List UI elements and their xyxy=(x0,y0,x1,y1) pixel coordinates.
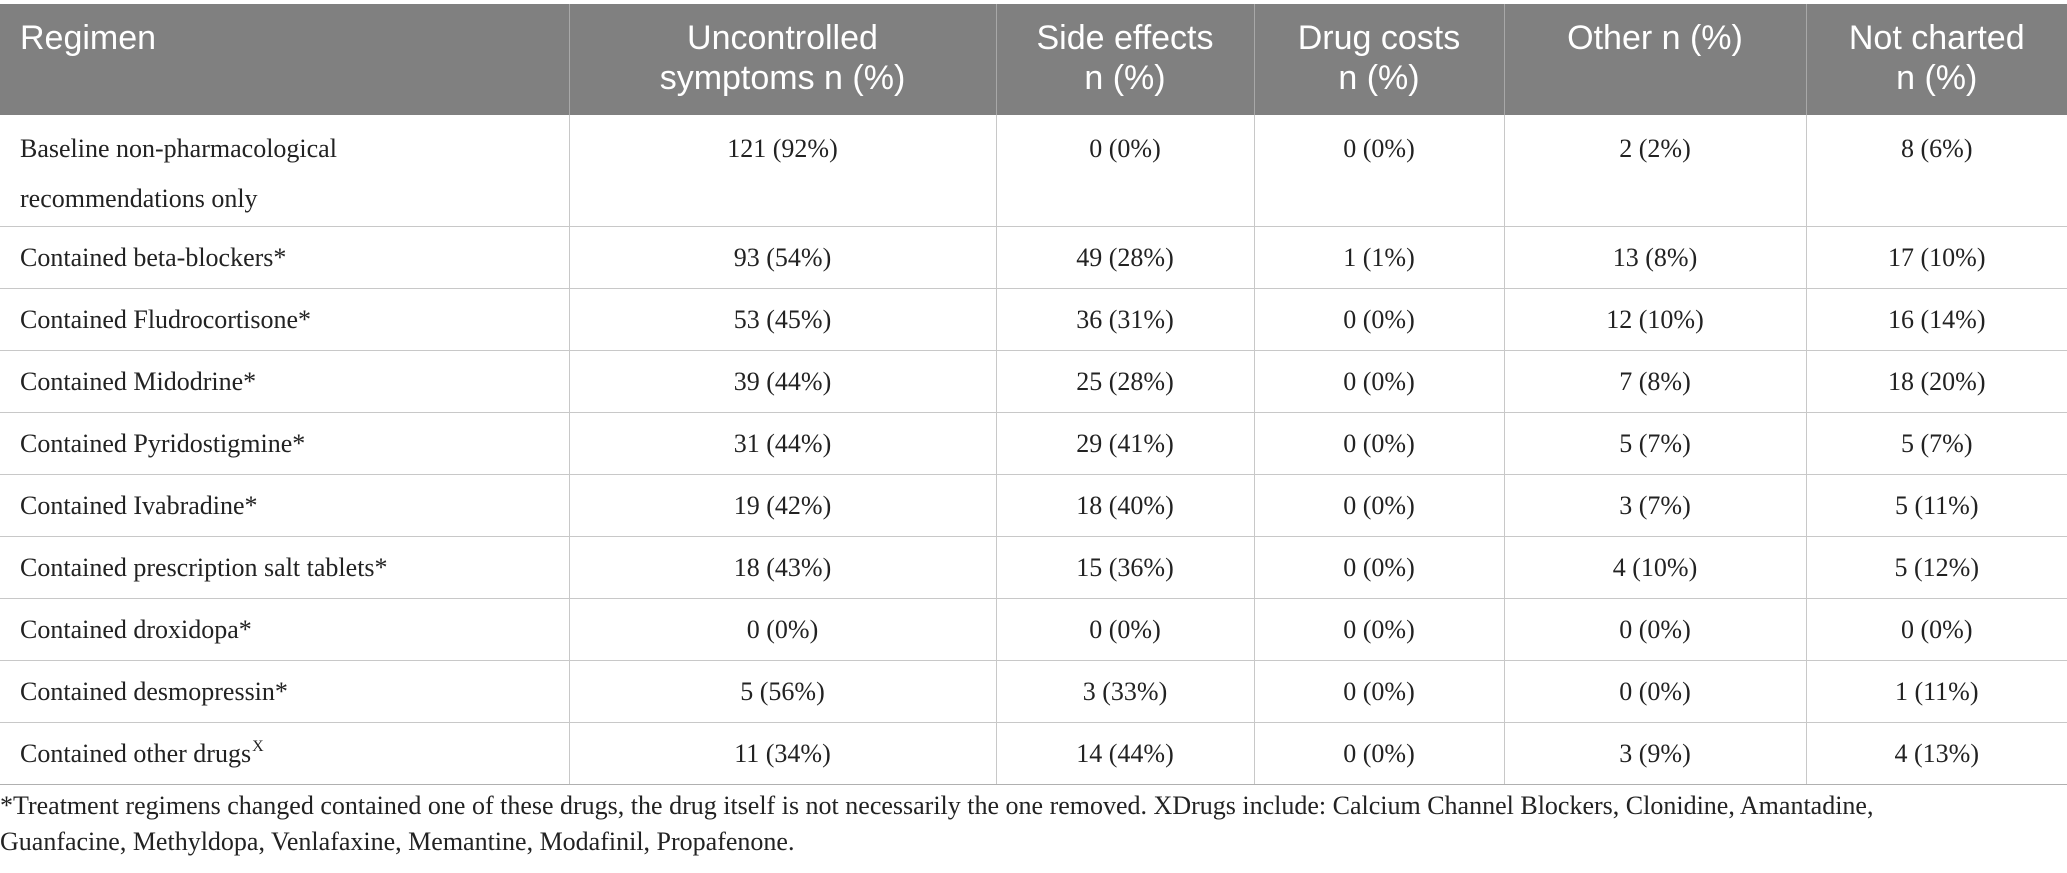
header-side-effects: Side effects n (%) xyxy=(995,4,1254,115)
header-uncontrolled-symptoms: Uncontrolled symptoms n (%) xyxy=(568,4,996,115)
other-cell: 0 (0%) xyxy=(1503,660,1806,723)
regimen-cell: Contained other drugsX xyxy=(0,722,569,785)
regimen-cell: Contained beta-blockers* xyxy=(0,226,569,289)
table-row: Baseline non-pharmacological recommendat… xyxy=(0,115,2067,227)
uncontrolled-cell: 93 (54%) xyxy=(568,226,996,289)
drug-costs-cell: 0 (0%) xyxy=(1253,350,1504,413)
other-cell: 3 (9%) xyxy=(1503,722,1806,785)
side-effects-cell: 3 (33%) xyxy=(995,660,1254,723)
side-effects-cell: 49 (28%) xyxy=(995,226,1254,289)
table-footnote: *Treatment regimens changed contained on… xyxy=(0,788,2040,860)
side-effects-cell: 25 (28%) xyxy=(995,350,1254,413)
regimen-cell: Contained droxidopa* xyxy=(0,598,569,661)
regimen-line: Baseline non-pharmacological xyxy=(20,134,337,163)
table-row: Contained prescription salt tablets* 18 … xyxy=(0,536,2067,599)
header-line: n (%) xyxy=(1084,59,1166,97)
regimen-cell: Contained Ivabradine* xyxy=(0,474,569,537)
table-row: Contained Fludrocortisone* 53 (45%) 36 (… xyxy=(0,288,2067,351)
regimen-line: recommendations only xyxy=(20,184,258,213)
table-body: Baseline non-pharmacological recommendat… xyxy=(0,115,2067,785)
uncontrolled-cell: 0 (0%) xyxy=(568,598,996,661)
uncontrolled-cell: 31 (44%) xyxy=(568,412,996,475)
other-cell: 13 (8%) xyxy=(1503,226,1806,289)
regimen-cell: Baseline non-pharmacological recommendat… xyxy=(0,115,569,227)
side-effects-cell: 0 (0%) xyxy=(995,598,1254,661)
side-effects-cell: 29 (41%) xyxy=(995,412,1254,475)
regimen-cell: Contained Fludrocortisone* xyxy=(0,288,569,351)
drug-costs-cell: 1 (1%) xyxy=(1253,226,1504,289)
header-row: Regimen Uncontrolled symptoms n (%) Side… xyxy=(0,4,2067,115)
other-cell: 2 (2%) xyxy=(1503,115,1806,227)
drug-costs-cell: 0 (0%) xyxy=(1253,412,1504,475)
other-cell: 3 (7%) xyxy=(1503,474,1806,537)
header-not-charted: Not charted n (%) xyxy=(1805,4,2067,115)
side-effects-cell: 36 (31%) xyxy=(995,288,1254,351)
other-cell: 5 (7%) xyxy=(1503,412,1806,475)
footnote-line: Guanfacine, Methyldopa, Venlafaxine, Mem… xyxy=(0,827,795,856)
header-line: n (%) xyxy=(1338,59,1420,97)
not-charted-cell: 4 (13%) xyxy=(1805,722,2067,785)
uncontrolled-cell: 121 (92%) xyxy=(568,115,996,227)
other-cell: 12 (10%) xyxy=(1503,288,1806,351)
regimen-label: Contained other drugs xyxy=(20,738,252,768)
other-cell: 4 (10%) xyxy=(1503,536,1806,599)
side-effects-cell: 14 (44%) xyxy=(995,722,1254,785)
not-charted-cell: 18 (20%) xyxy=(1805,350,2067,413)
uncontrolled-cell: 5 (56%) xyxy=(568,660,996,723)
not-charted-cell: 5 (7%) xyxy=(1805,412,2067,475)
other-cell: 0 (0%) xyxy=(1503,598,1806,661)
header-drug-costs: Drug costs n (%) xyxy=(1253,4,1504,115)
table-row: Contained other drugsX 11 (34%) 14 (44%)… xyxy=(0,722,2067,785)
drug-costs-cell: 0 (0%) xyxy=(1253,598,1504,661)
table-row: Contained Pyridostigmine* 31 (44%) 29 (4… xyxy=(0,412,2067,475)
regimen-cell: Contained Midodrine* xyxy=(0,350,569,413)
not-charted-cell: 8 (6%) xyxy=(1805,115,2067,227)
table-header: Regimen Uncontrolled symptoms n (%) Side… xyxy=(0,4,2067,115)
uncontrolled-cell: 18 (43%) xyxy=(568,536,996,599)
header-regimen: Regimen xyxy=(0,4,569,115)
other-cell: 7 (8%) xyxy=(1503,350,1806,413)
side-effects-cell: 18 (40%) xyxy=(995,474,1254,537)
regimen-cell: Contained desmopressin* xyxy=(0,660,569,723)
regimen-cell: Contained Pyridostigmine* xyxy=(0,412,569,475)
regimen-cell: Contained prescription salt tablets* xyxy=(0,536,569,599)
header-other: Other n (%) xyxy=(1503,4,1806,115)
header-line: Side effects xyxy=(1036,19,1214,57)
table-row: Contained Ivabradine* 19 (42%) 18 (40%) … xyxy=(0,474,2067,537)
drug-costs-cell: 0 (0%) xyxy=(1253,660,1504,723)
table-row: Contained desmopressin* 5 (56%) 3 (33%) … xyxy=(0,660,2067,723)
header-line: Other n (%) xyxy=(1567,19,1743,57)
table-row: Contained droxidopa* 0 (0%) 0 (0%) 0 (0%… xyxy=(0,598,2067,661)
table-row: Contained Midodrine* 39 (44%) 25 (28%) 0… xyxy=(0,350,2067,413)
drug-costs-cell: 0 (0%) xyxy=(1253,115,1504,227)
header-line: Drug costs xyxy=(1297,19,1461,57)
drug-costs-cell: 0 (0%) xyxy=(1253,722,1504,785)
uncontrolled-cell: 53 (45%) xyxy=(568,288,996,351)
header-line: symptoms n (%) xyxy=(659,59,906,97)
not-charted-cell: 5 (11%) xyxy=(1805,474,2067,537)
drug-costs-cell: 0 (0%) xyxy=(1253,288,1504,351)
drug-costs-cell: 0 (0%) xyxy=(1253,536,1504,599)
not-charted-cell: 16 (14%) xyxy=(1805,288,2067,351)
not-charted-cell: 1 (11%) xyxy=(1805,660,2067,723)
footnote-marker: X xyxy=(252,737,264,755)
header-line: n (%) xyxy=(1896,59,1978,97)
not-charted-cell: 5 (12%) xyxy=(1805,536,2067,599)
side-effects-cell: 15 (36%) xyxy=(995,536,1254,599)
header-line: Not charted xyxy=(1848,19,2025,57)
drug-costs-cell: 0 (0%) xyxy=(1253,474,1504,537)
side-effects-cell: 0 (0%) xyxy=(995,115,1254,227)
table-row: Contained beta-blockers* 93 (54%) 49 (28… xyxy=(0,226,2067,289)
header-line: Regimen xyxy=(20,19,157,57)
uncontrolled-cell: 19 (42%) xyxy=(568,474,996,537)
footnote-line: *Treatment regimens changed contained on… xyxy=(0,791,1874,820)
uncontrolled-cell: 39 (44%) xyxy=(568,350,996,413)
header-line: Uncontrolled xyxy=(687,19,878,57)
regimen-table: Regimen Uncontrolled symptoms n (%) Side… xyxy=(0,4,2067,785)
not-charted-cell: 17 (10%) xyxy=(1805,226,2067,289)
not-charted-cell: 0 (0%) xyxy=(1805,598,2067,661)
uncontrolled-cell: 11 (34%) xyxy=(568,722,996,785)
